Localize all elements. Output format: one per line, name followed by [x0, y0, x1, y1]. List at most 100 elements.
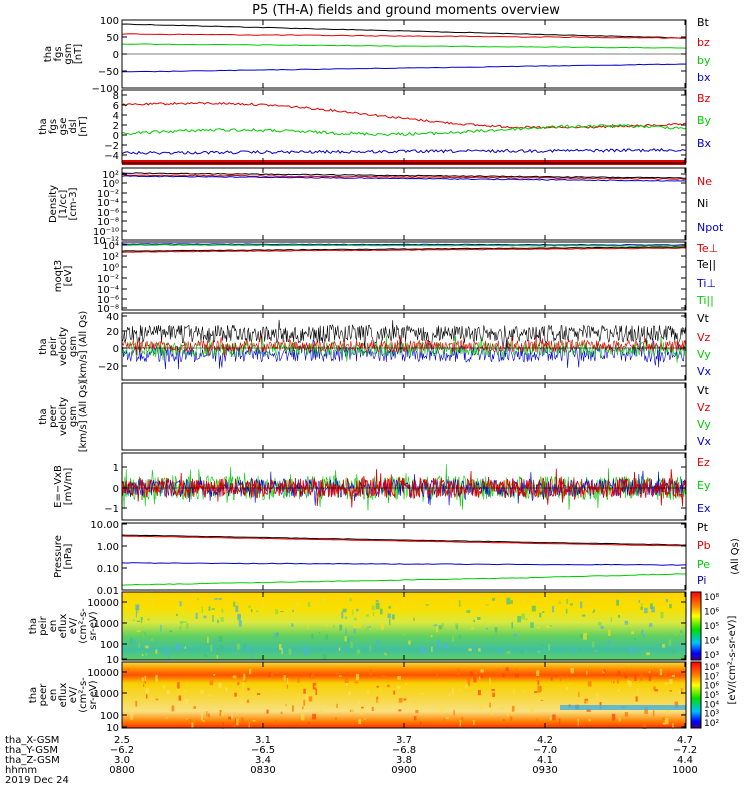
legend-p4-2: Ti⊥: [696, 277, 716, 290]
ytick-label: 20: [106, 327, 119, 338]
colorbar-tick: 10³: [704, 651, 719, 661]
ylabel-line: eflux: [58, 614, 69, 639]
ylabel-line: [nT]: [78, 116, 89, 136]
ylabel-line: sr-eV): [88, 611, 99, 640]
series-by: [121, 43, 687, 49]
legend-p4-3: Ti||: [696, 294, 714, 307]
ylabel-line: (cm²-s-: [78, 608, 89, 644]
ytick-label: 0: [113, 131, 119, 142]
series-Npot: [121, 175, 687, 182]
legend-p6-1: Vz: [697, 401, 711, 414]
ytick-label: −1: [104, 504, 119, 515]
ytick-label: 4: [113, 111, 119, 122]
ylabel-line: [1/cc]: [58, 190, 69, 219]
ytick-label: 10.00: [90, 520, 119, 531]
ytick-label: 10⁻⁴: [97, 285, 119, 296]
ylabel-line: sr-eV): [88, 680, 99, 709]
date-label: 2019 Dec 24: [5, 775, 69, 786]
legend-p5-0: Vt: [697, 312, 710, 325]
ylabel-line: tha: [28, 687, 39, 703]
spectrogram-p9: [122, 592, 686, 660]
ytick-label: −4: [104, 151, 119, 162]
xrow-value: 0800: [109, 765, 134, 776]
legend-p3-2: Npot: [697, 221, 724, 234]
panel-p8: 10.00 1.00 0.10 0.01 Pressure [nPa] Pt Pb Pe Pi (A…: [53, 520, 741, 597]
ylabel-line: gsm: [63, 43, 74, 64]
legend-p7-1: Ey: [697, 479, 711, 492]
ylabel-line: peir: [48, 336, 59, 356]
colorbar-label: [eV/(cm²-s-sr-eV)]: [727, 615, 738, 704]
ylabel-line: dsl: [68, 119, 79, 133]
legend-p8-1: Pb: [697, 539, 711, 552]
ytick-label: 10⁻²: [97, 189, 119, 200]
colorbar-tick: 10⁴: [704, 637, 719, 647]
ylabel-line: [mV/m]: [63, 468, 74, 506]
ylabel-line: gsm: [68, 336, 79, 357]
ytick-label: 10: [106, 655, 119, 666]
series-Ni: [121, 172, 687, 179]
ytick-label: 10⁻²: [97, 274, 119, 285]
legend-p4-0: Te⊥: [696, 242, 718, 255]
legend-p1-1: bz: [697, 36, 710, 49]
panel-p6: tha peer velocity gsm [km/s] (All Qs) Vt Vz Vy V…: [38, 381, 712, 453]
ytick-label: 100: [100, 711, 119, 722]
ylabel-line: tha: [38, 408, 49, 424]
panel-p5: 40 20 0 −20 tha peir velocity gsm [km/s] (All Qs…: [38, 311, 712, 383]
colorbar-p9: [690, 591, 702, 661]
ylabel-line: peer: [48, 404, 59, 428]
legend-p3-1: Ni: [697, 197, 708, 210]
ylabel-line: moqt3: [53, 260, 64, 293]
legend-p5-2: Vy: [697, 348, 711, 361]
legend-p3-0: Ne: [697, 175, 712, 188]
ylabel-line: en: [48, 620, 59, 633]
ytick-label: 40: [106, 312, 119, 323]
series-Pi: [121, 562, 687, 566]
ylabel-line: [nT]: [73, 44, 84, 64]
ytick-label: 8: [113, 91, 119, 102]
panel-frame: [121, 241, 687, 311]
ylabel-line: eV/: [68, 617, 79, 634]
ytick-label: 50: [106, 33, 119, 44]
legend-p6-0: Vt: [697, 384, 710, 397]
ytick-label: 0: [113, 344, 119, 355]
series-Vy: [121, 335, 687, 363]
panel-p7: 1 0 −1 E=−VxB [mV/m] Ez Ey Ex: [53, 452, 711, 521]
series-Ne: [121, 174, 687, 180]
legend-p2-1: By: [697, 114, 712, 127]
legend-p2-0: Bz: [697, 92, 711, 105]
ytick-label: 10⁻¹⁰: [93, 227, 119, 238]
ylabel-line: peir: [38, 615, 49, 635]
series-Ez: [121, 468, 687, 508]
legend-p4-1: Te||: [696, 258, 716, 271]
xrow-value: −6.5: [251, 745, 275, 756]
xrow-label: tha_Y-GSM: [5, 745, 58, 756]
spectrogram-p10: [122, 662, 686, 728]
colorbar-tick: 10⁶: [704, 682, 719, 692]
legend-p8-2: Pe: [697, 558, 710, 571]
xrow-label: tha_X-GSM: [5, 735, 59, 746]
ytick-label: 10²: [102, 252, 119, 263]
xrow-label: hhmm: [5, 765, 37, 776]
colorbar-tick: 10⁵: [704, 622, 719, 632]
xrow-value: 0830: [250, 765, 275, 776]
ytick-label: 6: [113, 101, 119, 112]
ylabel-line: eflux: [58, 683, 69, 708]
ytick-label: 10: [106, 723, 119, 734]
xrow-value: 1000: [672, 765, 697, 776]
ytick-label: 10⁻¹²: [93, 236, 119, 247]
series-Vt: [121, 319, 687, 351]
ylabel-line: (cm²-s-: [78, 677, 89, 713]
ytick-label: 0: [113, 50, 119, 61]
ylabel-line: Density: [48, 185, 59, 223]
ytick-label: 1000: [94, 689, 119, 700]
ytick-label: 1.00: [97, 542, 119, 553]
ytick-label: 1000: [94, 619, 119, 630]
xrow-label: tha_Z-GSM: [5, 755, 60, 766]
ylabel-line: gsm: [68, 406, 79, 427]
panel-p1: 100 50 0 −50 −100 tha fgs gsm [nT] Bt bz by bx: [43, 16, 711, 95]
ytick-label: 100: [100, 640, 119, 651]
legend-p7-0: Ez: [697, 456, 710, 469]
xrow-value: 0900: [391, 765, 416, 776]
xrow-value: 3.8: [396, 755, 412, 766]
xrow-value: 2.5: [114, 735, 130, 746]
